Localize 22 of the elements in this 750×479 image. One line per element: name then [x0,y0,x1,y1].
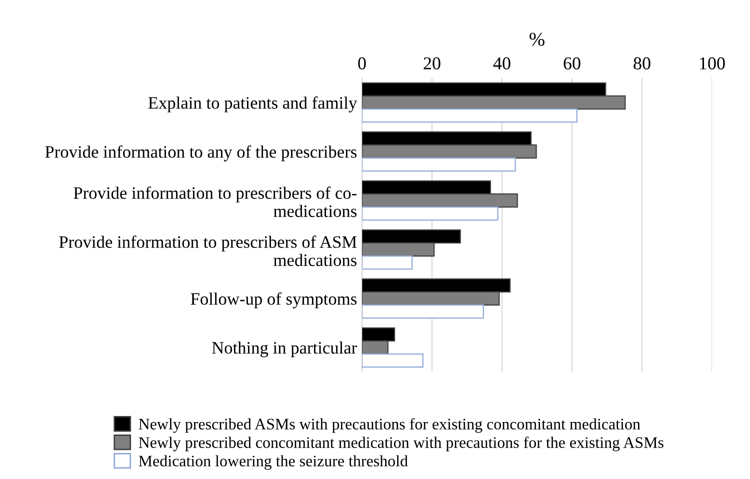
bar [362,206,498,221]
bar [362,304,484,319]
bar [362,353,424,368]
x-tick-label: 20 [424,57,440,70]
y-tick-label: Provide information to prescribers of ASM medications [59,236,357,266]
y-tick-label: Provide information to prescribers of co- medications [74,186,357,218]
y-tick-label: Follow-up of symptoms [190,292,357,308]
y-tick-label: Explain to patients and family [148,96,358,112]
legend-label: Newly prescribed ASMs with precautions for existing concomitant medication [138,418,640,433]
x-tick-label: 40 [493,57,510,70]
legend-label: Medication lowering the seizure threshold [138,455,408,470]
x-tick-label: 0 [358,57,366,70]
x-tick-label: 80 [634,57,650,70]
legend-label: Newly prescribed concomitant medication with precautions for the existing ASMs [138,436,664,452]
y-tick-label: Provide information to any of the prescribers [45,145,357,162]
y-tick-label: Nothing in particular [212,341,357,358]
bar [362,255,413,270]
x-axis-title: % [530,32,544,46]
x-tick-label: 100 [700,57,725,70]
bar [362,108,578,123]
bar [362,157,516,172]
x-tick-label: 60 [564,57,580,70]
